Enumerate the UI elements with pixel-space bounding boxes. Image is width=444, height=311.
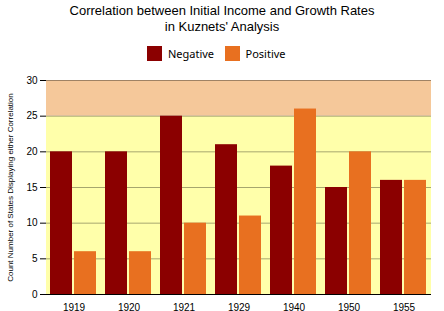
svg-text:1920: 1920 <box>118 302 141 311</box>
svg-text:20: 20 <box>26 146 38 157</box>
svg-text:30: 30 <box>26 75 38 86</box>
svg-text:1955: 1955 <box>393 302 416 311</box>
svg-text:10: 10 <box>26 217 38 228</box>
svg-text:25: 25 <box>26 110 38 121</box>
svg-text:5: 5 <box>32 253 38 264</box>
svg-text:1921: 1921 <box>173 302 196 311</box>
html-text:Correlation between Initial In: Correlation between Initial Income and G… <box>69 3 375 18</box>
svg-text:1950: 1950 <box>338 302 361 311</box>
svg-text:0: 0 <box>32 289 38 300</box>
svg-text:1940: 1940 <box>283 302 306 311</box>
html-text:Positive: Positive <box>245 46 286 61</box>
html-text:Negative: Negative <box>167 46 214 61</box>
html-text:in Kuznets' Analysis: in Kuznets' Analysis <box>164 19 280 34</box>
svg-text:15: 15 <box>26 182 38 193</box>
svg-text:Count Number of States Display: Count Number of States Displaying either… <box>6 93 15 282</box>
svg-text:1919: 1919 <box>63 302 86 311</box>
svg-text:1929: 1929 <box>228 302 251 311</box>
